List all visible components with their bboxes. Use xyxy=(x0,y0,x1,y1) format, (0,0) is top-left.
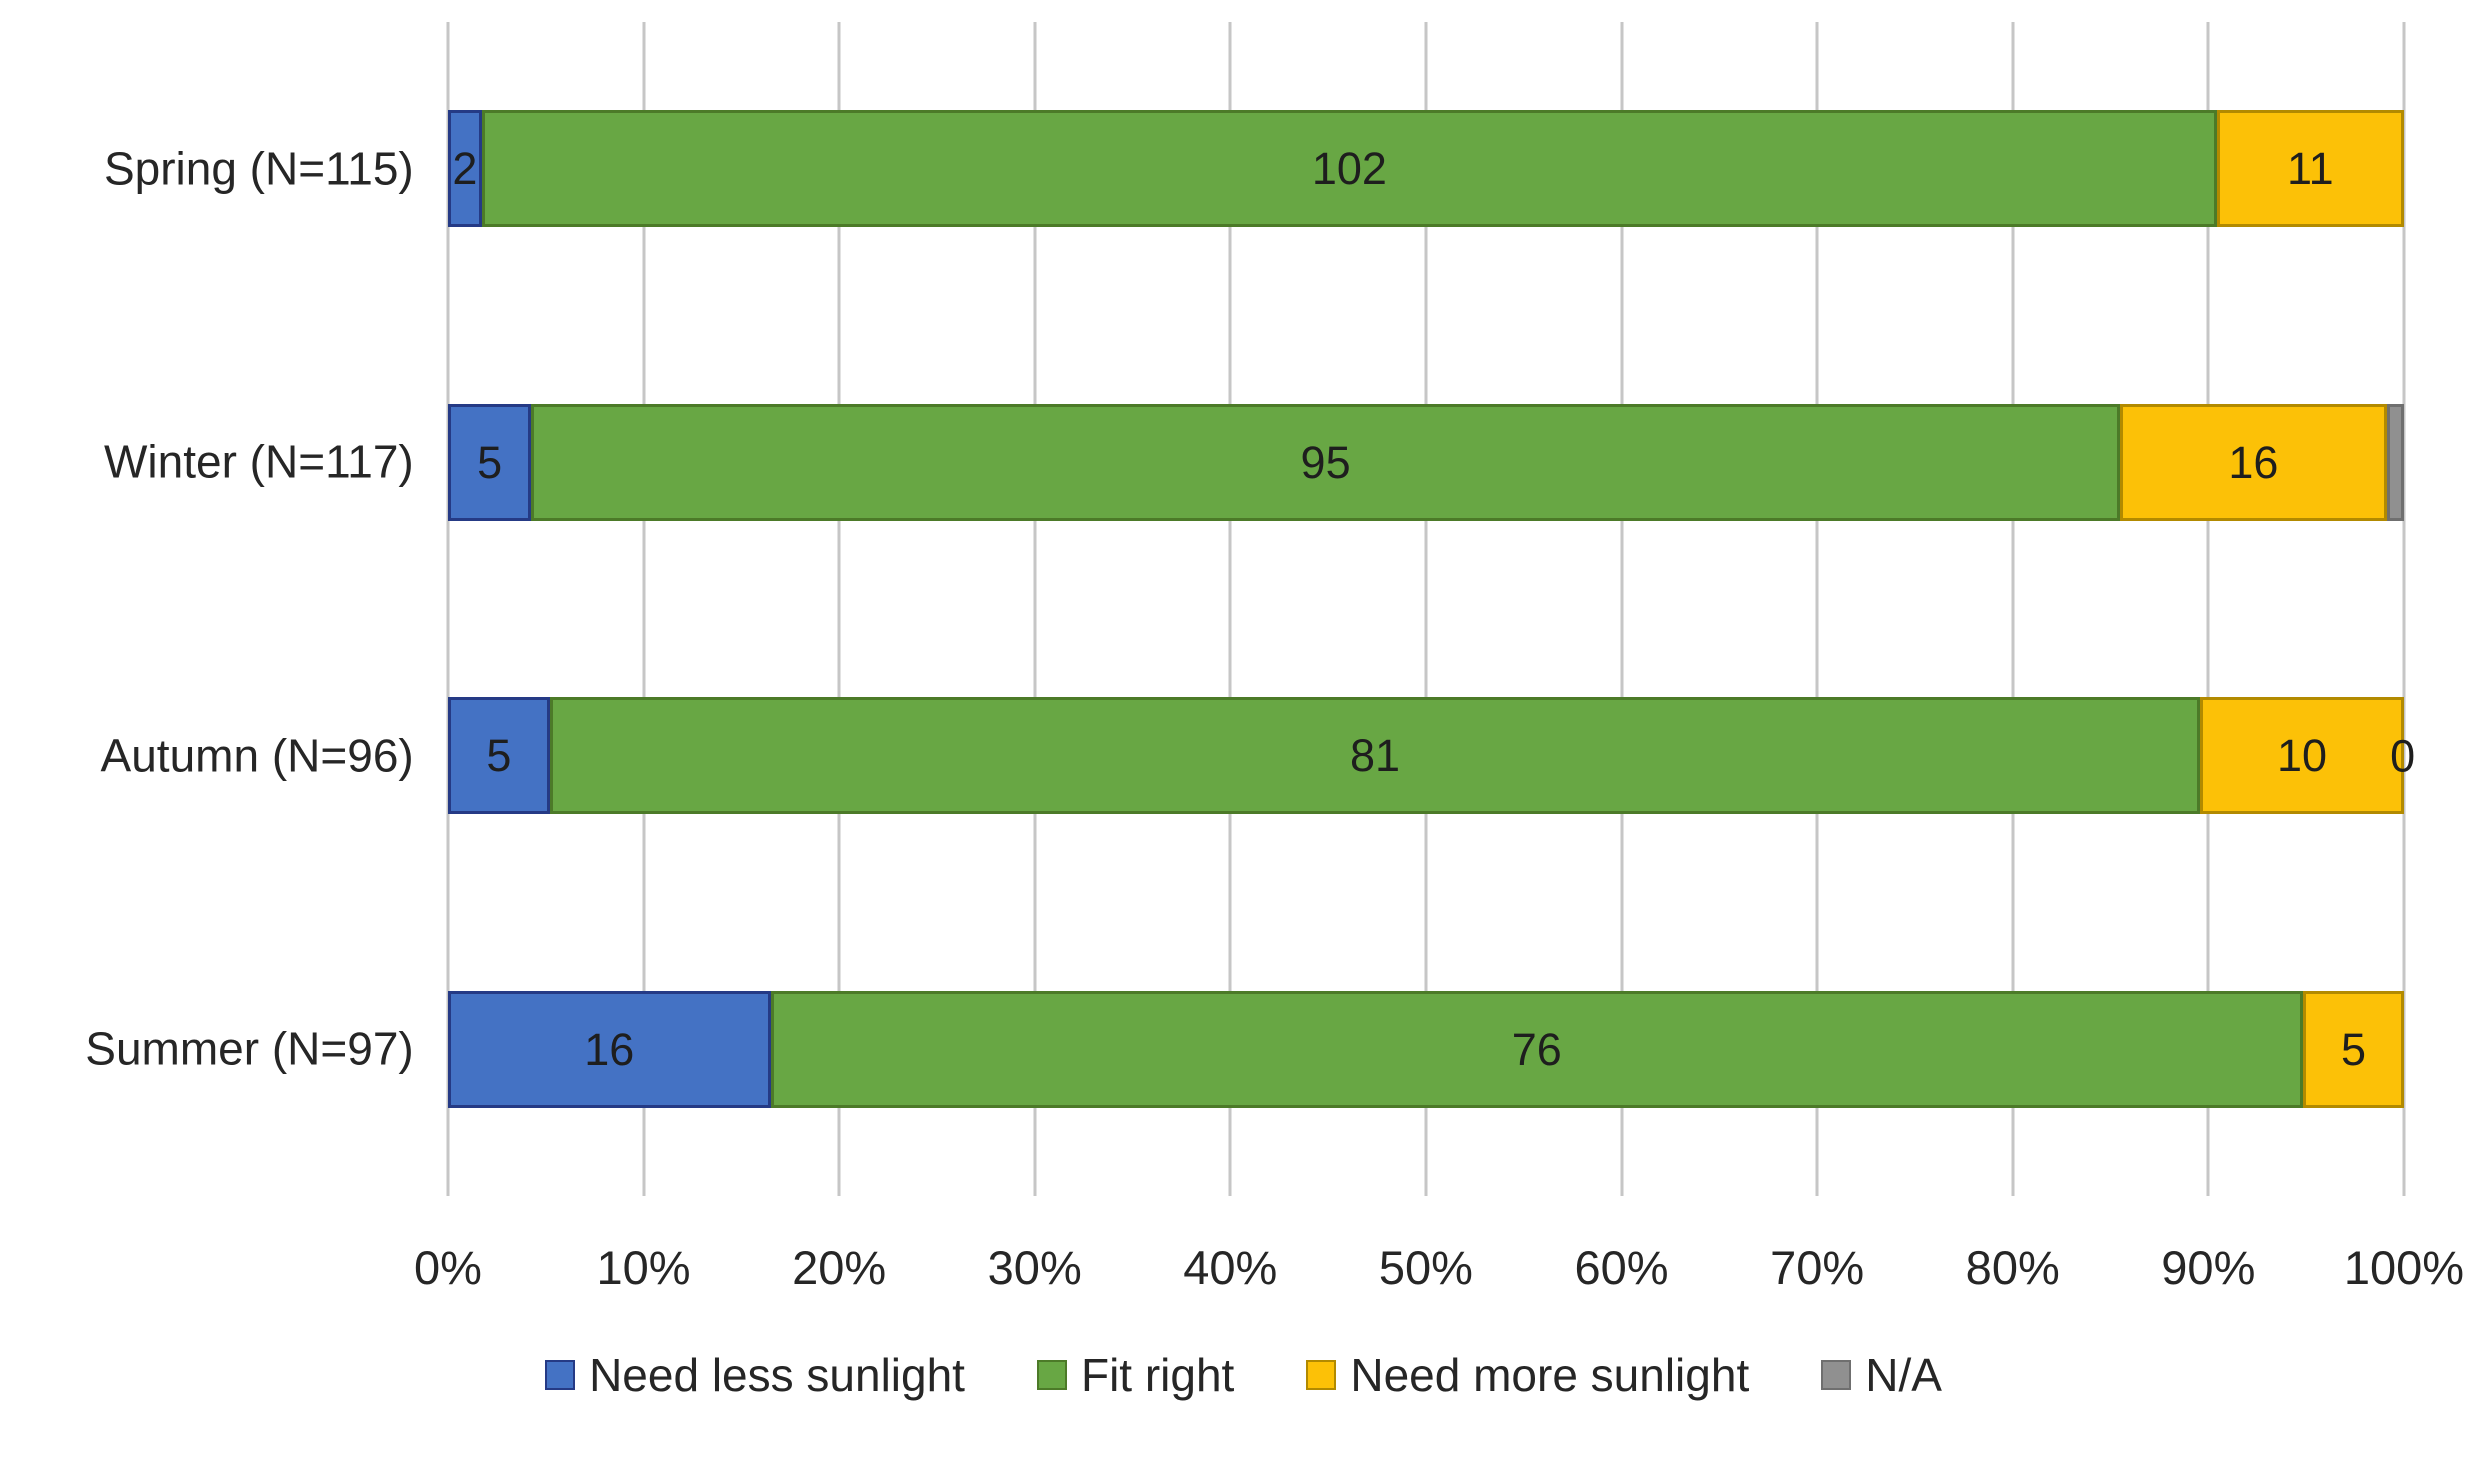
bar-segment-need-more-sunlight: 16 xyxy=(2119,403,2388,521)
bar-value-label: 5 xyxy=(486,730,512,782)
bar-segment-need-less-sunlight: 5 xyxy=(447,403,532,521)
x-tick-label-0: 0% xyxy=(413,1240,482,1294)
gridline xyxy=(2402,22,2406,1196)
gridline xyxy=(837,22,841,1196)
bar-autumn-n-96: 5 81 10 0 xyxy=(447,697,2415,815)
bar-value-label: 102 xyxy=(1311,143,1387,195)
gridline xyxy=(1033,22,1037,1196)
bar-summer-n-97: 16 76 5 xyxy=(447,990,2404,1108)
gridline xyxy=(1620,22,1624,1196)
gridline xyxy=(1424,22,1428,1196)
bar-value-label: 5 xyxy=(2340,1023,2367,1075)
legend-label: Need more sunlight xyxy=(1350,1348,1750,1401)
bar-value-label: 16 xyxy=(584,1023,635,1075)
bar-value-label-zero: 0 xyxy=(2390,730,2416,782)
legend: Need less sunlight Fit right Need more sun… xyxy=(0,1352,2487,1398)
bar-segment-need-more-sunlight: 5 xyxy=(2303,990,2404,1108)
legend-label: Fit right xyxy=(1080,1348,1235,1401)
x-tick-label-50: 50% xyxy=(1378,1240,1473,1294)
legend-swatch-need-more-sunlight-icon xyxy=(1306,1359,1337,1390)
category-label-autumn-n-96: Autumn (N=96) xyxy=(100,729,414,782)
bar-row-winter-n-117: 5 95 16 xyxy=(447,316,2404,609)
gridline xyxy=(2206,22,2210,1196)
bar-row-autumn-n-96: 5 81 10 0 xyxy=(447,609,2415,902)
bar-segment-fit-right: 76 xyxy=(770,990,2304,1108)
bar-segment-fit-right: 95 xyxy=(531,403,2120,521)
bar-winter-n-117: 5 95 16 xyxy=(447,403,2404,521)
bar-value-label: 16 xyxy=(2228,436,2279,488)
bar-segment-need-less-sunlight: 2 xyxy=(447,110,482,228)
y-axis-line xyxy=(446,22,450,1196)
legend-label: Need less sunlight xyxy=(589,1348,965,1401)
bar-segment-fit-right: 102 xyxy=(481,110,2217,228)
category-label-spring-n-115: Spring (N=115) xyxy=(103,142,414,195)
x-tick-label-80: 80% xyxy=(1965,1240,2060,1294)
category-label-summer-n-97: Summer (N=97) xyxy=(85,1022,414,1075)
bar-segment-need-less-sunlight: 16 xyxy=(447,990,771,1108)
gridline xyxy=(642,22,645,1196)
x-tick-label-20: 20% xyxy=(792,1240,887,1294)
bar-value-label: 95 xyxy=(1300,436,1351,488)
plot-area: 2 102 11 5 95 16 5 81 10 0 16 76 5 xyxy=(446,22,2415,1196)
bar-segment-fit-right: 81 xyxy=(549,697,2201,815)
bar-value-label: 2 xyxy=(452,143,478,195)
bar-segment-n-a xyxy=(2387,403,2404,521)
x-tick-label-60: 60% xyxy=(1574,1240,1669,1294)
legend-label: N/A xyxy=(1865,1348,1942,1401)
legend-swatch-need-less-sunlight-icon xyxy=(545,1359,576,1390)
x-tick-label-30: 30% xyxy=(987,1240,1082,1294)
bar-segment-need-more-sunlight: 11 xyxy=(2216,110,2404,228)
bar-value-label: 11 xyxy=(2287,143,2334,195)
bar-value-label: 10 xyxy=(2277,730,2328,782)
x-tick-label-90: 90% xyxy=(2161,1240,2256,1294)
bar-value-label: 76 xyxy=(1511,1023,1562,1075)
gridline xyxy=(1228,22,1232,1196)
bar-segment-need-less-sunlight: 5 xyxy=(447,697,550,815)
category-label-winter-n-117: Winter (N=117) xyxy=(104,435,414,488)
x-tick-label-10: 10% xyxy=(596,1240,691,1294)
legend-item-need-more-sunlight: Need more sunlight xyxy=(1306,1352,1749,1398)
x-tick-label-70: 70% xyxy=(1770,1240,1865,1294)
legend-swatch-n-a-icon xyxy=(1821,1359,1852,1390)
bar-value-label: 5 xyxy=(477,436,503,488)
legend-item-fit-right: Fit right xyxy=(1036,1348,1235,1401)
legend-item-need-less-sunlight: Need less sunlight xyxy=(545,1352,965,1398)
bar-row-summer-n-97: 16 76 5 xyxy=(447,902,2404,1195)
x-tick-label-40: 40% xyxy=(1183,1240,1278,1294)
bar-segment-need-more-sunlight: 10 xyxy=(2200,697,2404,815)
legend-item-n-a: N/A xyxy=(1821,1352,1942,1398)
legend-swatch-fit-right-icon xyxy=(1036,1359,1067,1390)
gridline xyxy=(2011,22,2015,1196)
bar-row-spring-n-115: 2 102 11 xyxy=(447,22,2404,315)
bar-spring-n-115: 2 102 11 xyxy=(447,110,2404,228)
gridline xyxy=(1815,22,1819,1196)
x-tick-label-100: 100% xyxy=(2343,1240,2465,1294)
bar-value-label: 81 xyxy=(1349,730,1400,782)
